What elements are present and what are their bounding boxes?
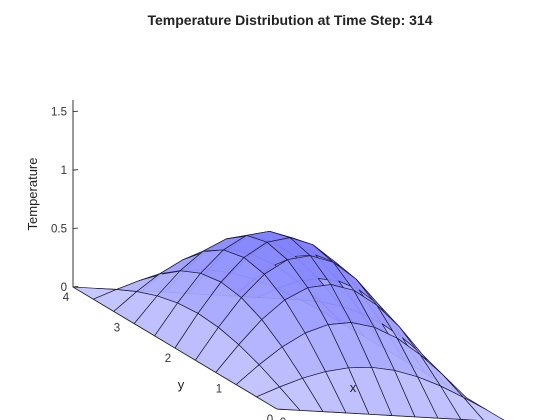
- surface-face: [463, 397, 505, 420]
- x-axis-label: x: [350, 380, 357, 395]
- z-axis-label: Temperature: [25, 158, 40, 231]
- y-tick-label: 0: [267, 414, 273, 420]
- y-tick-label: 3: [114, 323, 120, 335]
- z-tick-label: 0.5: [51, 224, 67, 236]
- y-tick-label: 1: [216, 384, 222, 396]
- z-tick-label: 0: [61, 282, 67, 294]
- x-tick-label: 0: [280, 417, 286, 420]
- z-tick-mark: [72, 110, 79, 113]
- y-tick-label: 4: [63, 292, 70, 304]
- z-tick-label: 1: [61, 165, 67, 177]
- chart-title: Temperature Distribution at Time Step: 3…: [148, 12, 433, 28]
- z-tick-mark: [72, 169, 79, 171]
- surface-mesh: [72, 230, 505, 420]
- y-tick-label: 2: [165, 353, 171, 365]
- y-axis-label: y: [178, 377, 185, 392]
- z-tick-label: 1.5: [51, 107, 67, 119]
- z-tick-mark: [72, 227, 79, 230]
